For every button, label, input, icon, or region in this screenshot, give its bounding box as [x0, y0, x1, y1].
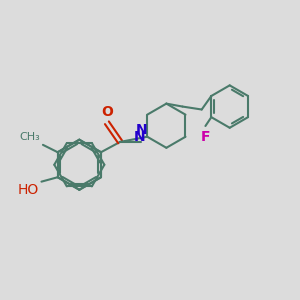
- Text: CH₃: CH₃: [20, 133, 40, 142]
- Text: N: N: [136, 124, 147, 137]
- Text: F: F: [201, 130, 210, 143]
- Text: N: N: [134, 130, 146, 144]
- Text: O: O: [101, 105, 113, 119]
- Text: HO: HO: [18, 183, 39, 197]
